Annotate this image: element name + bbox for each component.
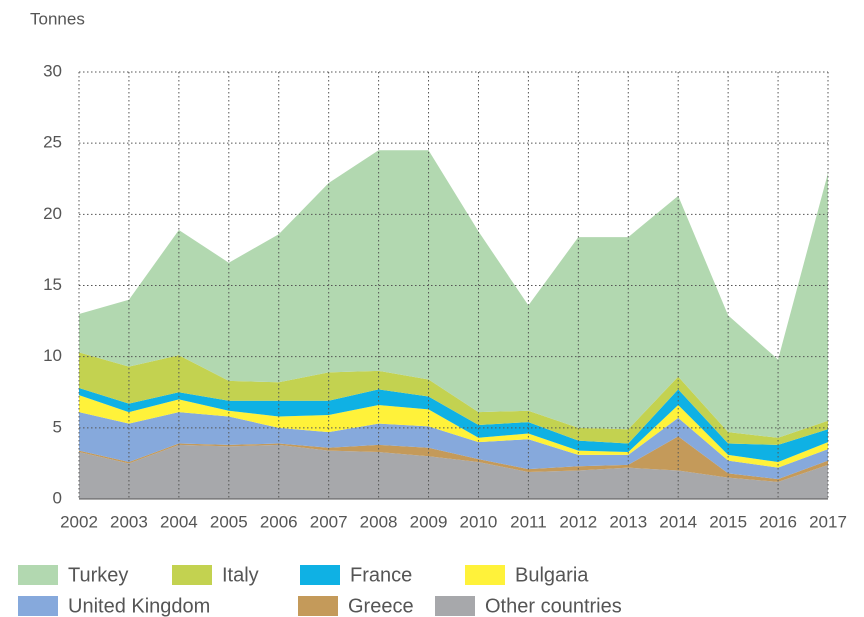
legend-swatch <box>18 565 58 585</box>
x-tick-label: 2014 <box>659 512 697 531</box>
area <box>79 352 828 445</box>
legend-swatch <box>465 565 505 585</box>
legend-swatch <box>18 596 58 616</box>
areas <box>79 150 828 499</box>
x-tick-label: 2016 <box>759 512 797 531</box>
x-tick-label: 2008 <box>360 512 398 531</box>
legend-swatch <box>298 596 338 616</box>
y-tick-label: 30 <box>43 61 62 80</box>
legend-swatch <box>300 565 340 585</box>
y-tick-label: 5 <box>53 417 62 436</box>
x-tick-label: 2005 <box>210 512 248 531</box>
y-tick-label: 10 <box>43 346 62 365</box>
legend-label: Other countries <box>485 595 622 617</box>
x-tick-label: 2011 <box>510 512 547 531</box>
legend-label: France <box>350 564 412 586</box>
area <box>79 387 828 462</box>
x-tick-label: 2010 <box>460 512 498 531</box>
legend-label: Turkey <box>68 564 128 586</box>
x-tick-label: 2012 <box>559 512 597 531</box>
area <box>79 395 828 468</box>
legend-label: United Kingdom <box>68 595 210 617</box>
y-tick-label: 15 <box>43 275 62 294</box>
y-tick-label: 20 <box>43 204 62 223</box>
legend-label: Bulgaria <box>515 564 589 586</box>
area <box>79 444 828 499</box>
legend-swatch <box>172 565 212 585</box>
axis-title: Tonnes <box>30 9 85 28</box>
x-tick-label: 2017 <box>809 512 847 531</box>
x-tick-label: 2006 <box>260 512 298 531</box>
y-tick-label: 25 <box>43 133 62 152</box>
x-tick-label: 2015 <box>709 512 747 531</box>
x-tick-label: 2003 <box>110 512 148 531</box>
x-tick-label: 2009 <box>410 512 448 531</box>
x-tick-label: 2013 <box>609 512 647 531</box>
area <box>79 412 828 480</box>
x-tick-label: 2007 <box>310 512 348 531</box>
x-tick-label: 2004 <box>160 512 198 531</box>
area <box>79 150 828 438</box>
legend-label: Italy <box>222 564 259 586</box>
x-tick-label: 2002 <box>60 512 98 531</box>
legend-label: Greece <box>348 595 414 617</box>
y-tick-label: 0 <box>53 488 62 507</box>
area <box>79 436 828 482</box>
legend-swatch <box>435 596 475 616</box>
